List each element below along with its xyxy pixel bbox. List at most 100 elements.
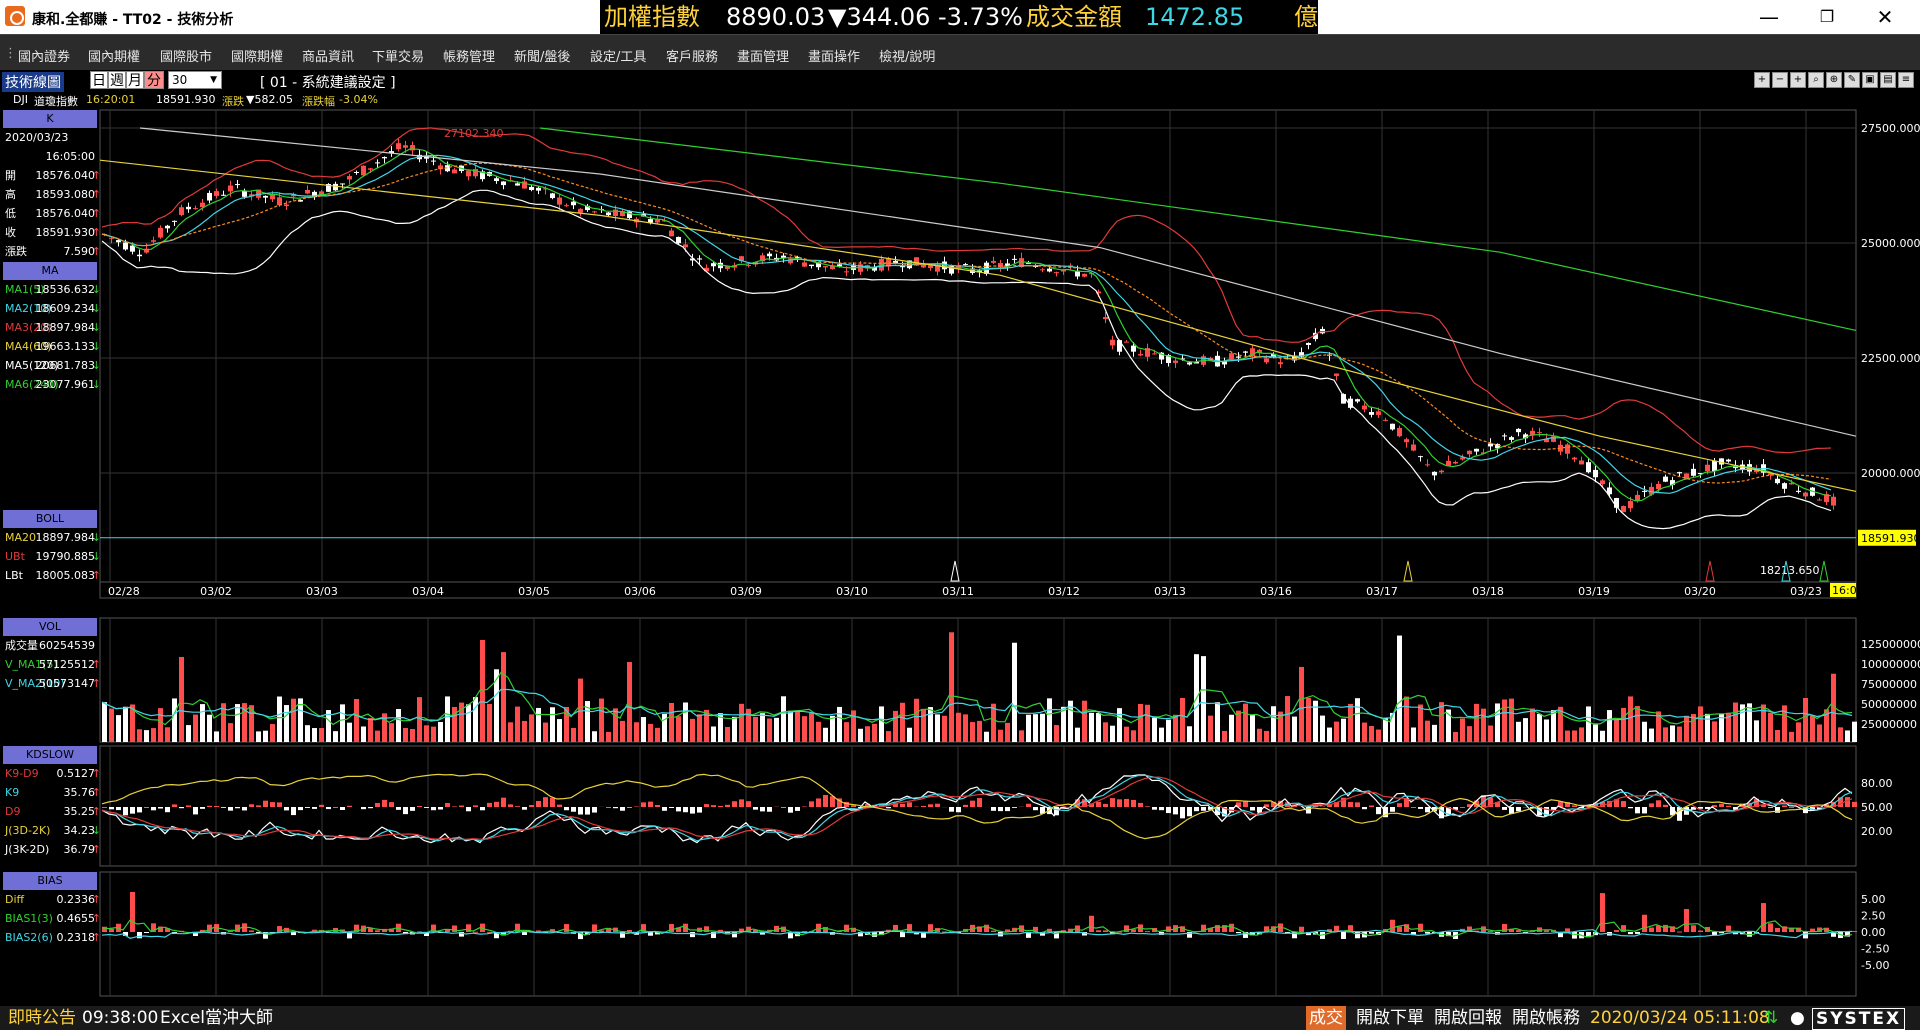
menu-item-intl-futures[interactable]: 國際期權 [231, 50, 284, 65]
candle-body [214, 191, 219, 196]
connection-icon: ⇅ [1764, 1008, 1779, 1028]
bias-bar [1201, 924, 1206, 932]
volume-bar [424, 725, 429, 742]
k-date: 2020/03/23 [5, 131, 69, 144]
zoom-in-icon[interactable]: + [1790, 72, 1806, 88]
menu-item-order[interactable]: 下單交易 [372, 50, 425, 65]
candle-body [1796, 490, 1801, 492]
open-report-button[interactable]: 開啟回報 [1434, 1008, 1502, 1028]
zoom-out-icon[interactable]: − [1772, 72, 1788, 88]
menu-item-service[interactable]: 客戶服務 [666, 50, 719, 65]
period-minute-button[interactable]: 分 [144, 71, 164, 89]
ma60-line [99, 159, 1857, 492]
volume-bar [1243, 703, 1248, 742]
bias-bar [564, 924, 569, 932]
settings-icon[interactable]: ≡ [1898, 72, 1914, 88]
menu-item-news[interactable]: 新聞/盤後 [514, 50, 571, 65]
kd-bar [760, 807, 765, 812]
bias-bar [550, 929, 555, 932]
kd-bar [151, 807, 156, 811]
volume-bar [977, 720, 982, 742]
bias-bar [1446, 932, 1451, 937]
candle-body [1712, 460, 1717, 471]
volume-bar [1649, 728, 1654, 742]
kd-bar [508, 804, 513, 807]
candle-body [1446, 460, 1451, 466]
bias-bar [620, 932, 625, 938]
bias-bar [1187, 932, 1192, 938]
kd-bar [592, 807, 597, 813]
period-week-button[interactable]: 週 [108, 71, 126, 89]
bias-bar [1005, 929, 1010, 932]
volume-bar [634, 722, 639, 742]
bulletin-text[interactable]: Excel當沖大師 [160, 1008, 274, 1028]
volume-bar [382, 713, 387, 742]
close-icon[interactable]: ✕ [1876, 5, 1894, 29]
volume-bar [1852, 721, 1857, 742]
menu-item-product-info[interactable]: 商品資訊 [302, 50, 355, 65]
menu-item-domestic-futures[interactable]: 國內期權 [88, 50, 141, 65]
turnover-value: 1472.85 [1145, 3, 1245, 31]
period-month-button[interactable]: 月 [126, 71, 144, 89]
bias-bar [1145, 931, 1150, 933]
minimize-icon[interactable]: — [1759, 5, 1779, 29]
window-icon[interactable]: ▤ [1880, 72, 1896, 88]
indicator-arrow: ↑ [91, 912, 101, 925]
draw-icon[interactable]: ✎ [1844, 72, 1860, 88]
kd-bar [725, 804, 730, 807]
bulletin-label[interactable]: 即時公告 [8, 1008, 76, 1028]
volume-tick-label: 75000000 [1861, 678, 1917, 691]
indicator-label: K9 [5, 786, 20, 799]
menu-item-screen-manage[interactable]: 畫面管理 [737, 50, 790, 65]
menu-item-account[interactable]: 帳務管理 [443, 50, 496, 65]
candle-body [977, 270, 982, 273]
restore-icon[interactable]: ❐ [1819, 7, 1835, 26]
index-name: 加權指數 [604, 3, 700, 31]
candle-body [1579, 460, 1584, 465]
volume-bar [1110, 725, 1115, 742]
volume-bar [263, 730, 268, 742]
volume-bar [746, 708, 751, 742]
chevron-down-icon: ▼ [210, 75, 217, 85]
bias-bar [1775, 927, 1780, 932]
save-icon[interactable]: ▣ [1862, 72, 1878, 88]
candle-body [354, 171, 359, 173]
bias-bar [676, 927, 681, 932]
search-icon[interactable]: ⌕ [1808, 72, 1824, 88]
candle-body [452, 169, 457, 174]
kd-bar [697, 807, 702, 813]
bias-bar [1222, 925, 1227, 932]
crosshair-icon[interactable]: + [1754, 72, 1770, 88]
menu-item-view-help[interactable]: 檢視/說明 [879, 50, 936, 65]
bias-bar [473, 931, 478, 933]
bias-bar [1761, 903, 1766, 932]
menu-item-screen-operate[interactable]: 畫面操作 [808, 50, 861, 65]
system-setting-label[interactable]: [ 01 - 系統建議設定 ] [260, 75, 396, 91]
kd-bar [641, 802, 646, 807]
volume-bar [1607, 710, 1612, 742]
indicator-arrow: ↓ [91, 824, 101, 837]
kd-bar [1628, 807, 1633, 809]
period-day-button[interactable]: 日 [90, 71, 108, 89]
candle-body [739, 256, 744, 262]
volume-bar [1068, 700, 1073, 742]
candle-body [172, 220, 177, 222]
menu-item-intl-stocks[interactable]: 國際股市 [160, 50, 213, 65]
bias-bar [1558, 932, 1563, 938]
open-account-button[interactable]: 開啟帳務 [1512, 1008, 1580, 1028]
volume-bar [1761, 704, 1766, 742]
magnify-icon[interactable]: ⊕ [1826, 72, 1842, 88]
menu-item-domestic-securities[interactable]: 國內證券 [18, 50, 71, 65]
open-order-button[interactable]: 開啟下單 [1356, 1008, 1424, 1028]
trade-button[interactable]: 成交 [1306, 1006, 1346, 1030]
kd-bar [655, 804, 660, 807]
kd-bar [452, 806, 457, 807]
panel-bias: BIAS Diff 0.2336 ↑ BIAS1(3) 0.4655 ↑ BIAS2(6) 0… [3, 872, 101, 947]
volume-bar [1054, 725, 1059, 742]
interval-select[interactable]: 30 ▼ [168, 71, 222, 89]
kd-bar [172, 804, 177, 807]
menu-item-settings[interactable]: 設定/工具 [590, 50, 647, 65]
volume-bar [445, 696, 450, 742]
